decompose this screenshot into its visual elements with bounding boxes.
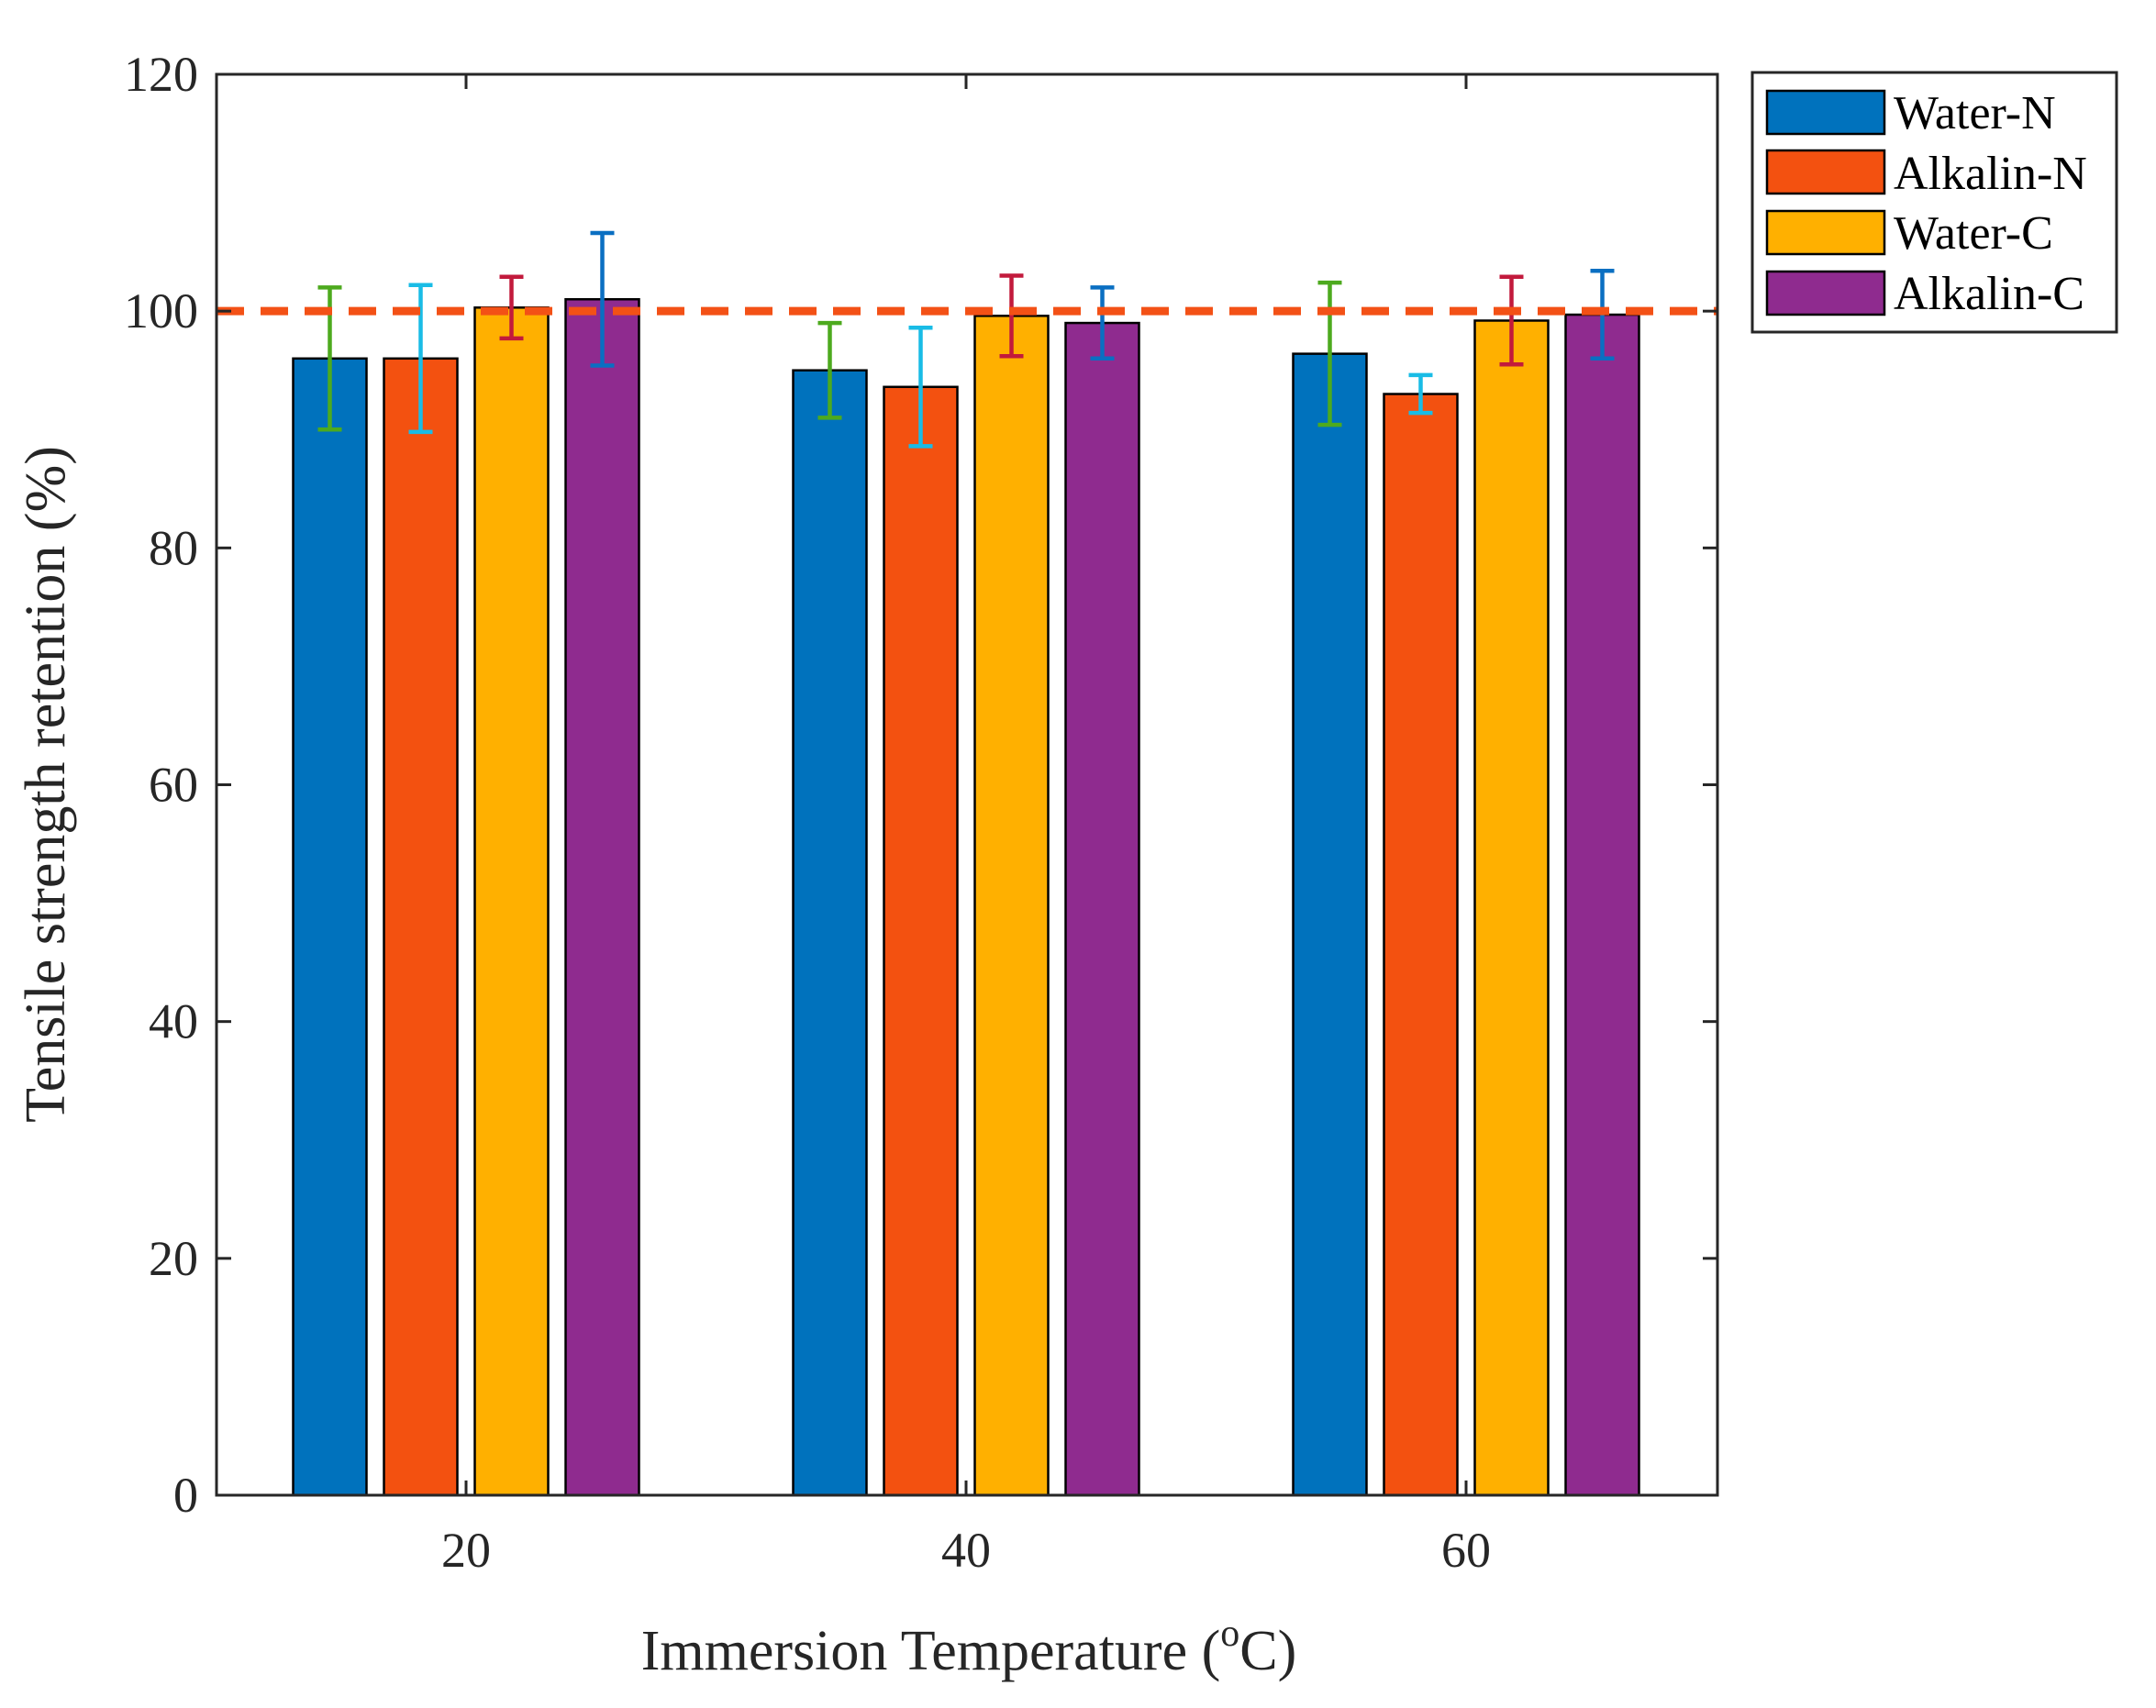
- legend-label-water-n: Water-N: [1894, 87, 2056, 139]
- bar-water-c-60: [1473, 319, 1550, 1497]
- bar-alkalin-n-20: [383, 357, 459, 1497]
- bar-alkalin-n-40: [883, 385, 959, 1497]
- error-bar-water-n-60: [1317, 280, 1342, 427]
- error-bar-water-c-60: [1499, 274, 1524, 367]
- y-tick-label-80: 80: [149, 520, 198, 575]
- y-tick-label-20: 20: [149, 1231, 198, 1286]
- error-bar-alkalin-n-60: [1408, 372, 1433, 416]
- x-axis-title-main: Immersion Temperature (: [641, 1620, 1221, 1682]
- error-bar-water-c-40: [999, 273, 1024, 359]
- bar-water-n-20: [292, 357, 368, 1497]
- y-axis-title: Tensile strength retention (%): [15, 446, 77, 1123]
- x-tick-label-60: 60: [1441, 1523, 1491, 1578]
- legend-label-alkalin-c: Alkalin-C: [1894, 268, 2084, 320]
- x-axis-title-tail: C): [1239, 1620, 1296, 1682]
- legend-swatch-alkalin-n: [1765, 149, 1886, 195]
- legend-swatch-alkalin-c: [1765, 270, 1886, 316]
- legend: Water-N Alkalin-N Water-C Alkalin-C: [1750, 71, 2118, 334]
- error-bar-alkalin-n-40: [908, 325, 933, 449]
- bar-alkalin-n-60: [1383, 393, 1459, 1497]
- error-bar-alkalin-c-20: [590, 230, 615, 368]
- error-bar-alkalin-n-20: [408, 283, 433, 435]
- x-axis-title-superscript: o: [1220, 1613, 1239, 1655]
- error-bar-water-c-20: [499, 274, 524, 341]
- x-tick-label-20: 20: [441, 1523, 491, 1578]
- bar-alkalin-c-40: [1064, 321, 1140, 1497]
- y-tick-label-0: 0: [173, 1468, 198, 1523]
- error-bar-water-n-40: [817, 320, 842, 420]
- x-axis-title: Immersion Temperature (oC): [641, 1613, 1297, 1682]
- bar-water-c-40: [973, 315, 1050, 1497]
- bar-water-c-20: [473, 306, 550, 1497]
- error-bar-alkalin-c-40: [1090, 285, 1115, 361]
- legend-label-alkalin-n: Alkalin-N: [1894, 148, 2087, 200]
- bar-water-n-60: [1292, 352, 1368, 1497]
- y-tick-label-60: 60: [149, 758, 198, 813]
- y-tick-label-100: 100: [124, 283, 198, 338]
- plot-area: [217, 230, 1717, 1497]
- x-tick-label-40: 40: [941, 1523, 991, 1578]
- bar-water-n-40: [792, 369, 868, 1497]
- legend-swatch-water-n: [1765, 89, 1886, 136]
- legend-label-water-c: Water-C: [1894, 207, 2053, 260]
- y-tick-label-120: 120: [124, 47, 198, 102]
- y-tick-label-40: 40: [149, 994, 198, 1049]
- legend-swatch-water-c: [1765, 209, 1886, 256]
- bar-alkalin-c-20: [564, 298, 640, 1497]
- bar-alkalin-c-60: [1564, 313, 1640, 1497]
- axes: 0 20 40 60 80 100 120 20 40 60: [124, 47, 1719, 1578]
